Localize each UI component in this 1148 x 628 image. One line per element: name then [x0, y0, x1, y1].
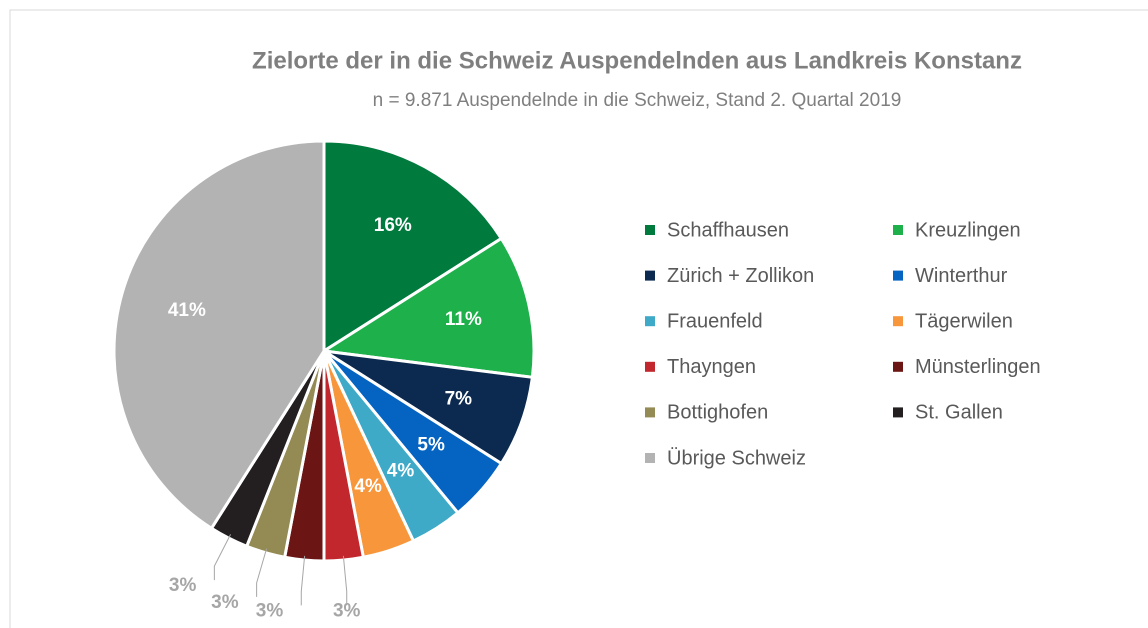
data-label: 11% [445, 309, 482, 330]
pie-slice [112, 139, 326, 531]
data-label: 7% [445, 388, 473, 409]
data-label: 4% [387, 461, 415, 482]
legend-label: Thayngen [667, 356, 756, 378]
legend-label: Bottighofen [667, 402, 768, 424]
legend-swatch [893, 225, 903, 235]
pie-slice [322, 139, 504, 354]
legend-swatch [645, 361, 655, 372]
legend-swatch [645, 407, 655, 418]
chart-subtitle: n = 9.871 Auspendelnde in die Schweiz, S… [373, 90, 902, 111]
legend-label: Winterthur [915, 265, 1008, 287]
legend-swatch [893, 316, 903, 327]
pie-slice [319, 236, 536, 379]
legend-swatch [893, 361, 903, 372]
data-label: 3% [211, 592, 239, 613]
legend-label: Tägerwilen [915, 310, 1013, 332]
data-label: 3% [256, 600, 284, 621]
data-label: 4% [354, 476, 382, 497]
data-label: 41% [168, 300, 206, 321]
legend-label: St. Gallen [915, 402, 1003, 424]
legend-label: Zürich + Zollikon [667, 265, 814, 287]
data-label: 3% [333, 600, 361, 621]
leader-line [300, 555, 306, 606]
legend-label: Übrige Schweiz [667, 447, 806, 469]
leader-line [213, 534, 232, 581]
data-label: 5% [417, 434, 445, 455]
data-label: 3% [169, 575, 197, 596]
legend-swatch [645, 453, 655, 463]
legend-label: Kreuzlingen [915, 219, 1021, 241]
legend-swatch [645, 316, 655, 327]
legend-label: Frauenfeld [667, 310, 763, 332]
leader-line [342, 555, 348, 606]
legend-label: Münsterlingen [915, 356, 1041, 378]
legend-swatch [893, 407, 903, 418]
data-label: 16% [374, 215, 412, 236]
legend-swatch [893, 270, 903, 281]
legend-label: Schaffhausen [667, 219, 789, 241]
chart-title: Zielorte der in die Schweiz Auspendelnde… [252, 47, 1022, 74]
legend-swatch [645, 270, 655, 281]
leader-line [256, 548, 268, 597]
legend-swatch [645, 225, 655, 235]
